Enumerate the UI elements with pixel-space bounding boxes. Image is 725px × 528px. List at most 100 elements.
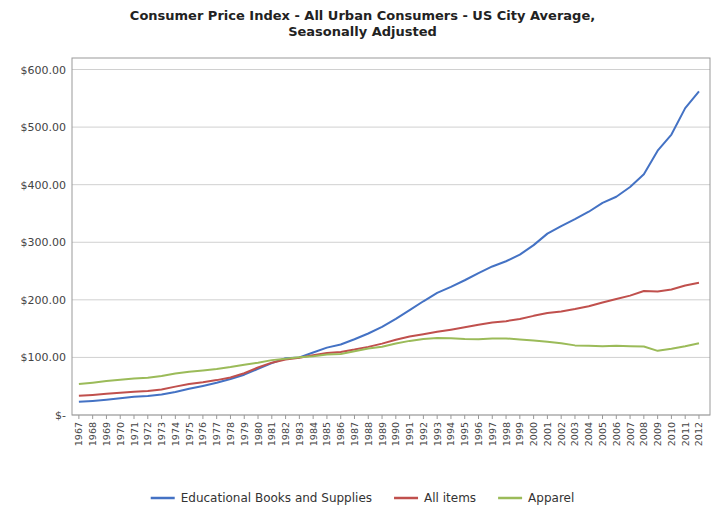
x-tick-label: 2001: [542, 422, 553, 446]
x-tick: [671, 415, 672, 419]
x-tick-label: 1973: [156, 422, 167, 446]
title-line: Consumer Price Index - All Urban Consume…: [130, 8, 595, 23]
x-tick: [326, 415, 327, 419]
grid-line: [72, 184, 710, 185]
x-tick-label: 1978: [225, 422, 236, 446]
x-tick: [230, 415, 231, 419]
y-tick-label: $200.00: [21, 294, 67, 307]
x-tick-label: 1982: [280, 422, 291, 446]
x-tick: [464, 415, 465, 419]
x-tick: [492, 415, 493, 419]
y-tick-label: $500.00: [21, 121, 67, 134]
x-tick-label: 1989: [377, 422, 388, 446]
x-tick: [271, 415, 272, 419]
x-tick-label: 1990: [390, 422, 401, 446]
x-tick-label: 2000: [528, 422, 539, 446]
x-tick: [216, 415, 217, 419]
series-group: [79, 91, 699, 401]
x-tick: [547, 415, 548, 419]
legend-item: Educational Books and Supplies: [151, 491, 372, 505]
x-tick-label: 1975: [184, 422, 195, 446]
x-tick-label: 1977: [211, 422, 222, 446]
x-tick-label: 1980: [253, 422, 264, 446]
x-tick-label: 1988: [363, 422, 374, 446]
x-tick-label: 1971: [129, 422, 140, 446]
x-tick: [395, 415, 396, 419]
x-tick: [78, 415, 79, 419]
x-tick-label: 1968: [87, 422, 98, 446]
x-tick: [120, 415, 121, 419]
series-line: [79, 283, 699, 396]
y-tick-label: $400.00: [21, 179, 67, 192]
y-tick-label: $-: [55, 409, 66, 422]
x-tick: [258, 415, 259, 419]
x-tick-label: 2004: [583, 422, 594, 446]
x-tick: [354, 415, 355, 419]
x-tick: [450, 415, 451, 419]
x-tick-label: 1974: [170, 422, 181, 446]
series-line: [79, 91, 699, 401]
x-tick: [189, 415, 190, 419]
x-tick-label: 1967: [73, 422, 84, 446]
x-tick: [506, 415, 507, 419]
x-tick-label: 1972: [142, 422, 153, 446]
x-tick: [202, 415, 203, 419]
x-tick: [175, 415, 176, 419]
x-tick-label: 1987: [349, 422, 360, 446]
x-tick: [616, 415, 617, 419]
x-tick: [161, 415, 162, 419]
x-tick: [685, 415, 686, 419]
x-tick: [437, 415, 438, 419]
x-tick-label: 1979: [239, 422, 250, 446]
series-line: [79, 338, 699, 384]
legend-item: All items: [394, 491, 476, 505]
x-tick-label: 1998: [501, 422, 512, 446]
x-tick: [519, 415, 520, 419]
legend-swatch: [394, 497, 418, 500]
x-tick-label: 2006: [611, 422, 622, 446]
x-tick: [340, 415, 341, 419]
legend: Educational Books and Supplies All items A…: [151, 491, 575, 505]
x-tick-label: 2011: [680, 422, 691, 446]
x-tick-label: 1991: [404, 422, 415, 446]
y-tick-label: $300.00: [21, 236, 67, 249]
x-tick-label: 1994: [445, 422, 456, 446]
x-tick: [244, 415, 245, 419]
grid-line: [72, 357, 710, 358]
x-tick-label: 1992: [418, 422, 429, 446]
x-tick-label: 1970: [115, 422, 126, 446]
title-line: Seasonally Adjusted: [288, 24, 437, 39]
x-tick: [588, 415, 589, 419]
x-tick: [643, 415, 644, 419]
x-tick: [698, 415, 699, 419]
legend-label: Apparel: [528, 491, 574, 505]
x-tick-label: 1999: [514, 422, 525, 446]
grid-line: [72, 242, 710, 243]
legend-swatch: [498, 497, 522, 500]
x-tick: [134, 415, 135, 419]
x-tick-label: 2010: [666, 422, 677, 446]
y-tick-label: $600.00: [21, 64, 67, 77]
x-tick-label: 1969: [101, 422, 112, 446]
chart-container: Consumer Price Index - All Urban Consume…: [0, 0, 725, 528]
x-tick: [657, 415, 658, 419]
x-tick: [147, 415, 148, 419]
grid-line: [72, 127, 710, 128]
x-tick-label: 1986: [335, 422, 346, 446]
x-tick-label: 1984: [308, 422, 319, 446]
x-tick: [313, 415, 314, 419]
x-tick: [299, 415, 300, 419]
x-tick-label: 1995: [459, 422, 470, 446]
legend-label: All items: [424, 491, 476, 505]
x-tick-label: 2003: [569, 422, 580, 446]
x-tick: [533, 415, 534, 419]
chart-svg: Consumer Price Index - All Urban Consume…: [0, 0, 725, 528]
title: Consumer Price Index - All Urban Consume…: [130, 8, 595, 39]
x-tick-label: 1983: [294, 422, 305, 446]
x-tick-label: 2008: [638, 422, 649, 446]
x-tick: [92, 415, 93, 419]
x-tick: [574, 415, 575, 419]
x-tick: [602, 415, 603, 419]
x-tick: [368, 415, 369, 419]
legend-swatch: [151, 497, 175, 500]
